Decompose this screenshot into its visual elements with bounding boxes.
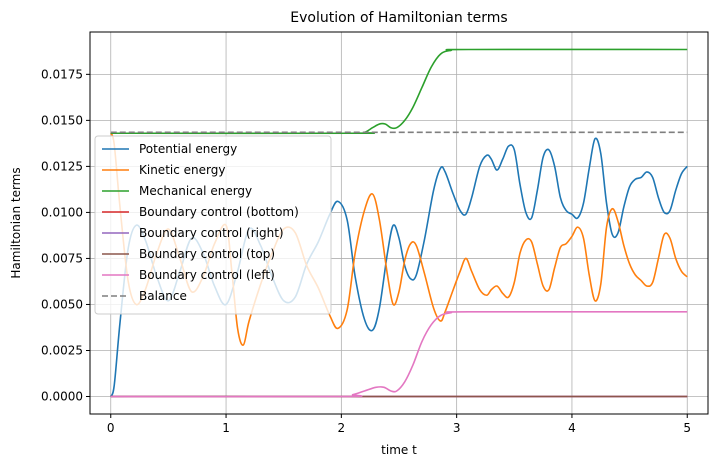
legend-label-5: Boundary control (top): [139, 247, 275, 261]
plot-frame: [89, 31, 709, 415]
y-tick-label: 0.0025: [41, 343, 83, 357]
legend-label-3: Boundary control (bottom): [139, 205, 299, 219]
legend: Potential energy Kinetic energy Mechanical…: [94, 135, 332, 315]
legend-box: [94, 135, 332, 315]
legend-label-7: Balance: [139, 289, 187, 303]
chart-title: Evolution of Hamiltonian terms: [290, 10, 507, 26]
y-tick-label: 0.0175: [41, 67, 83, 81]
legend-label-1: Kinetic energy: [139, 163, 225, 177]
x-tick-label: 2: [338, 421, 346, 435]
legend-label-0: Potential energy: [139, 142, 237, 156]
y-tick-label: 0.0150: [41, 113, 83, 127]
y-tick-label: 0.0050: [41, 297, 83, 311]
y-tick-label: 0.0000: [41, 390, 83, 404]
x-tick-label: 3: [453, 421, 461, 435]
y-tick-label: 0.0125: [41, 159, 83, 173]
series-line-6: [110, 310, 688, 398]
tick-layer: 0 1 2 3 4 5 0.0000 0.0025 0.0050 0.0075 0.0100 0.01…: [41, 67, 691, 435]
legend-label-2: Mechanical energy: [139, 184, 252, 198]
x-tick-label: 1: [222, 421, 230, 435]
y-tick-label: 0.0075: [41, 251, 83, 265]
x-tick-label: 5: [683, 421, 691, 435]
x-tick-label: 0: [107, 421, 115, 435]
legend-label-4: Boundary control (right): [139, 226, 284, 240]
x-axis-label: time t: [381, 443, 417, 457]
legend-label-6: Boundary control (left): [139, 268, 275, 282]
y-axis-label: Hamiltonian terms: [9, 167, 23, 278]
y-tick-label: 0.0100: [41, 205, 83, 219]
x-tick-label: 4: [568, 421, 576, 435]
